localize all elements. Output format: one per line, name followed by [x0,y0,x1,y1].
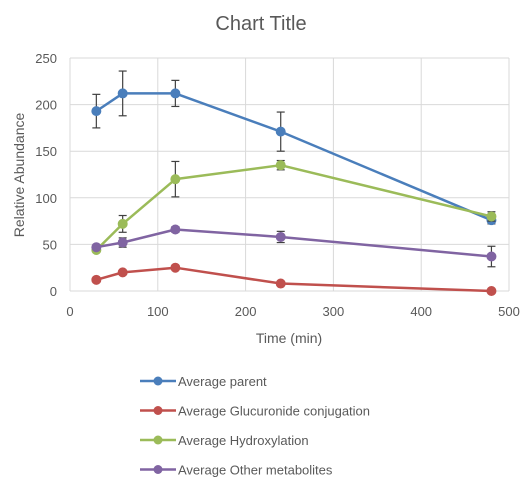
legend-swatch-marker [153,435,163,445]
data-point [91,274,102,285]
data-point [486,251,497,262]
data-point [275,278,286,289]
series-line [96,228,492,258]
y-tick-label: 250 [35,51,57,66]
x-tick-label: 100 [147,304,169,319]
legend: Average parent Average Glucuronide conjug… [140,374,370,478]
data-point [117,88,128,99]
legend-swatch-marker [153,406,163,415]
y-tick-label: 200 [35,98,57,113]
data-point [275,160,286,171]
data-point [170,88,181,99]
data-point [275,126,286,137]
legend-item: Average Glucuronide conjugation [140,404,370,419]
data-point [91,242,102,253]
axes: 0 50 100 150 200 250 0 100 200 300 400 500 [35,51,520,319]
x-tick-label: 200 [235,304,257,319]
chart-title: Chart Title [215,13,306,35]
data-point [91,106,102,117]
x-tick-label: 300 [323,304,345,319]
data-point [486,286,497,296]
y-axis-label: Relative Abundance [11,113,27,238]
data-point [170,174,181,185]
x-axis-label: Time (min) [256,330,322,346]
legend-label: Average parent [178,374,267,389]
legend-label: Average Hydroxylation [178,433,309,448]
series-layer [91,70,497,296]
series-line [95,266,492,293]
x-tick-label: 500 [498,304,520,319]
data-point [117,218,128,229]
data-point [275,231,286,242]
legend-swatch-marker [153,376,163,386]
legend-label: Average Other metabolites [178,463,333,478]
y-tick-label: 0 [50,284,57,299]
x-tick-label: 0 [66,304,73,319]
data-point [117,267,128,278]
data-point [117,237,128,248]
gridlines [69,57,510,292]
data-point [170,262,181,273]
x-tick-label: 400 [410,304,432,319]
legend-item: Average parent [140,374,267,389]
data-point [486,211,497,222]
y-tick-label: 100 [35,191,57,206]
data-point [170,224,181,235]
legend-label: Average Glucuronide conjugation [178,404,370,419]
legend-item: Average Hydroxylation [140,433,309,448]
y-tick-label: 50 [43,237,57,252]
legend-item: Average Other metabolites [140,463,333,478]
y-tick-label: 150 [35,144,57,159]
legend-swatch-marker [153,465,163,474]
